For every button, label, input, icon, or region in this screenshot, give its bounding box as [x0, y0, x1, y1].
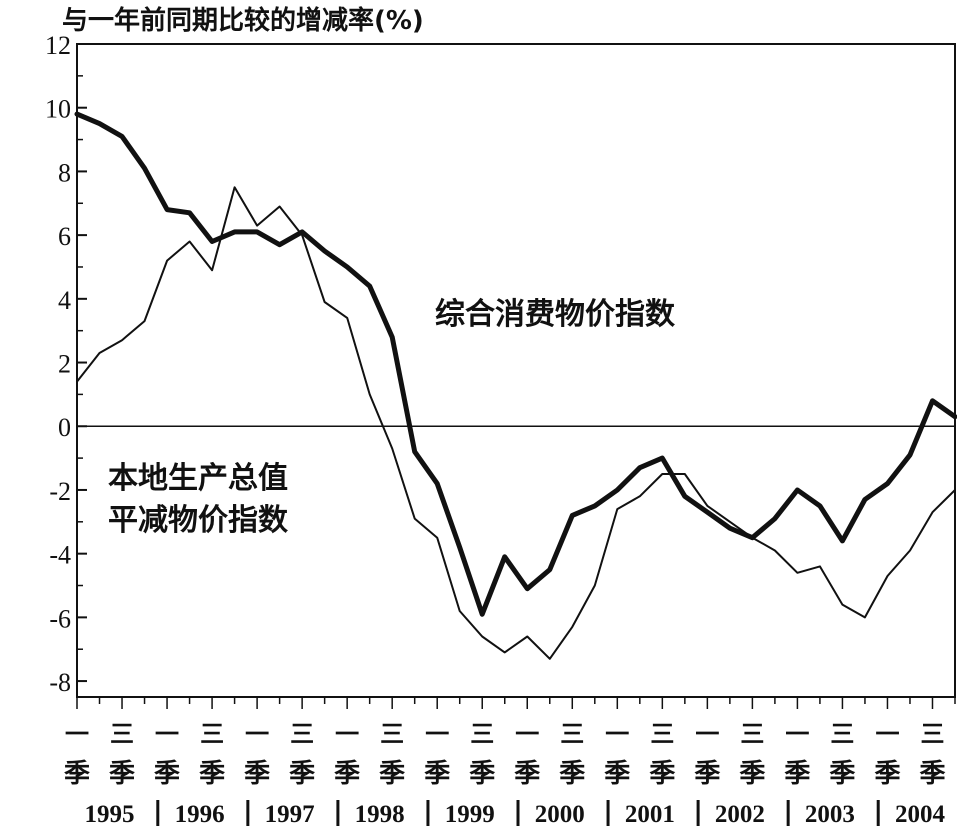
deflator-series-label-line2: 平减物价指数: [108, 503, 288, 538]
x-year-label: 2000: [535, 801, 585, 828]
plot-frame: [76, 43, 956, 698]
x-year-label: 1996: [175, 801, 225, 828]
x-year-label: 1995: [85, 801, 135, 828]
y-tick-label: 6: [58, 222, 71, 251]
x-quarter-label-top: 一: [695, 720, 719, 748]
series-line-gdp-deflator: [76, 186, 956, 660]
x-quarter-label-bottom: 季: [784, 759, 810, 789]
x-quarter-label-top: 一: [65, 720, 89, 748]
y-tick-label: 4: [58, 286, 71, 315]
x-quarter-label-top: 三: [470, 720, 494, 748]
x-quarter-label-top: 三: [290, 720, 314, 748]
y-tick-label: 10: [45, 95, 71, 124]
x-year-label: 1999: [445, 801, 495, 828]
y-tick-label: -2: [49, 477, 71, 506]
x-quarter-label-top: 一: [515, 720, 539, 748]
x-year-label: 1997: [265, 801, 315, 828]
x-quarter-label-bottom: 季: [109, 759, 135, 789]
x-year-label: 2004: [895, 801, 946, 828]
x-quarter-label-bottom: 季: [334, 759, 360, 789]
x-quarter-label-top: 三: [560, 720, 584, 748]
x-quarter-label-top: 三: [380, 720, 404, 748]
chart-title: 与一年前同期比较的增减率(%): [62, 6, 424, 36]
x-quarter-label-bottom: 季: [874, 759, 900, 789]
x-quarter-label-top: 三: [920, 720, 944, 748]
x-quarter-label-top: 三: [830, 720, 854, 748]
x-year-label: 2002: [715, 801, 765, 828]
x-quarter-label-bottom: 季: [514, 759, 540, 789]
x-quarter-label-top: 一: [335, 720, 359, 748]
x-quarter-label-top: 一: [425, 720, 449, 748]
x-quarter-label-top: 三: [110, 720, 134, 748]
x-quarter-label-bottom: 季: [559, 759, 585, 789]
x-quarter-label-top: 三: [740, 720, 764, 748]
x-quarter-label-bottom: 季: [694, 759, 720, 789]
y-tick-label: 0: [58, 413, 71, 442]
x-quarter-label-bottom: 季: [154, 759, 180, 789]
x-quarter-label-top: 一: [875, 720, 899, 748]
x-quarter-label-bottom: 季: [649, 759, 675, 789]
x-quarter-label-bottom: 季: [64, 759, 90, 789]
x-quarter-label-top: 一: [245, 720, 269, 748]
y-tick-label: -6: [49, 604, 71, 633]
x-quarter-label-top: 一: [605, 720, 629, 748]
x-year-label: 2001: [625, 801, 675, 828]
x-year-label: 2003: [805, 801, 855, 828]
x-quarter-label-bottom: 季: [829, 759, 855, 789]
x-quarter-label-bottom: 季: [739, 759, 765, 789]
x-year-label: 1998: [355, 801, 405, 828]
x-quarter-label-bottom: 季: [199, 759, 225, 789]
x-quarter-label-bottom: 季: [379, 759, 405, 789]
x-quarter-label-bottom: 季: [244, 759, 270, 789]
x-quarter-label-top: 三: [200, 720, 224, 748]
y-tick-label: -8: [49, 668, 71, 697]
x-quarter-label-top: 一: [785, 720, 809, 748]
y-tick-label: 8: [58, 158, 71, 187]
x-quarter-label-top: 三: [650, 720, 674, 748]
x-quarter-label-top: 一: [155, 720, 179, 748]
y-tick-label: 2: [58, 350, 71, 379]
x-quarter-label-bottom: 季: [289, 759, 315, 789]
deflator-series-label-line1: 本地生产总值: [108, 461, 288, 496]
cpi-series-label: 综合消费物价指数: [435, 297, 675, 332]
y-tick-label: 12: [45, 31, 71, 60]
x-quarter-label-bottom: 季: [604, 759, 630, 789]
x-quarter-label-bottom: 季: [469, 759, 495, 789]
y-tick-label: -4: [49, 541, 71, 570]
x-quarter-label-bottom: 季: [424, 759, 450, 789]
x-quarter-label-bottom: 季: [919, 759, 945, 789]
series-line-cpi: [74, 111, 957, 617]
